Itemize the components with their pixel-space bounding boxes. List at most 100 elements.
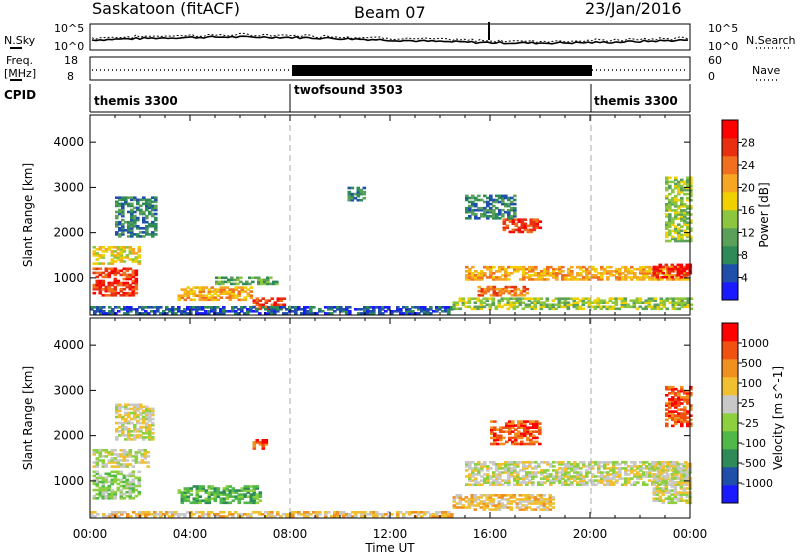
- power-data-cell: [526, 228, 531, 232]
- velocity-data-cell: [121, 415, 125, 419]
- power-data-cell: [90, 308, 94, 311]
- velocity-colorbar-label: Velocity [m s^-1]: [771, 366, 785, 470]
- power-data-cell: [92, 271, 97, 275]
- power-data-cell: [552, 272, 556, 275]
- power-data-cell: [156, 310, 160, 313]
- power-data-cell: [134, 271, 139, 275]
- power-data-cell: [264, 301, 269, 304]
- velocity-data-cell: [517, 434, 521, 438]
- power-data-cell: [369, 306, 373, 309]
- power-data-cell: [258, 312, 262, 315]
- velocity-data-cell: [139, 413, 143, 417]
- velocity-data-cell: [665, 402, 669, 405]
- velocity-data-cell: [113, 461, 118, 464]
- velocity-data-cell: [186, 499, 191, 502]
- power-data-cell: [498, 265, 502, 269]
- power-data-cell: [257, 280, 261, 284]
- power-data-cell: [671, 301, 676, 304]
- power-data-cell: [597, 276, 601, 279]
- power-data-cell: [489, 265, 493, 269]
- power-data-cell: [294, 308, 298, 311]
- power-data-cell: [597, 278, 601, 281]
- power-data-cell: [674, 186, 678, 190]
- velocity-data-cell: [665, 414, 669, 417]
- velocity-data-cell: [110, 482, 115, 486]
- velocity-data-cell: [534, 467, 538, 470]
- velocity-data-cell: [249, 493, 254, 496]
- power-data-cell: [639, 270, 643, 273]
- velocity-data-cell: [512, 496, 517, 499]
- velocity-data-cell: [523, 432, 527, 436]
- power-data-cell: [145, 198, 149, 202]
- power-data-cell: [98, 289, 103, 293]
- power-data-cell: [581, 299, 586, 302]
- velocity-data-cell: [682, 487, 687, 490]
- velocity-data-cell: [603, 463, 607, 466]
- velocity-data-cell: [624, 469, 628, 472]
- velocity-data-cell: [685, 491, 690, 494]
- power-data-cell: [98, 248, 103, 251]
- power-data-cell: [585, 272, 589, 275]
- power-data-cell: [582, 278, 586, 281]
- power-data-cell: [689, 227, 693, 230]
- power-data-cell: [468, 267, 472, 271]
- velocity-data-cell: [153, 513, 157, 516]
- velocity-data-cell: [683, 410, 687, 413]
- velocity-data-cell: [680, 389, 684, 393]
- power-data-cell: [204, 312, 208, 315]
- power-data-cell: [560, 301, 565, 304]
- power-data-cell: [234, 306, 238, 309]
- power-data-cell: [154, 218, 158, 222]
- power-data-cell: [213, 308, 217, 311]
- velocity-data-cell: [526, 436, 530, 440]
- power-data-cell: [249, 294, 254, 297]
- velocity-data-cell: [177, 491, 182, 494]
- power-data-cell: [276, 303, 281, 307]
- power-data-cell: [581, 303, 586, 307]
- power-data-cell: [575, 303, 580, 307]
- velocity-data-cell: [483, 463, 487, 466]
- velocity-data-cell: [249, 497, 254, 500]
- power-data-cell: [372, 308, 376, 311]
- power-data-cell: [177, 296, 182, 299]
- velocity-data-cell: [679, 468, 684, 472]
- velocity-data-cell: [652, 497, 657, 500]
- power-data-cell: [686, 233, 690, 237]
- velocity-data-cell: [125, 494, 130, 498]
- velocity-data-cell: [531, 471, 535, 474]
- velocity-data-cell: [119, 453, 124, 456]
- power-data-cell: [632, 303, 637, 307]
- power-data-cell: [677, 190, 681, 194]
- power-data-cell: [489, 272, 493, 275]
- freq-unit-label: [MHz]: [4, 67, 36, 80]
- velocity-data-cell: [585, 481, 589, 484]
- power-data-cell: [658, 269, 663, 273]
- power-data-cell: [581, 301, 586, 304]
- velocity-data-cell: [119, 484, 124, 488]
- power-data-cell: [512, 297, 517, 300]
- power-data-cell: [252, 310, 256, 313]
- velocity-data-cell: [576, 473, 580, 476]
- velocity-data-cell: [652, 462, 657, 466]
- velocity-data-cell: [652, 479, 657, 482]
- velocity-data-cell: [591, 465, 595, 468]
- velocity-data-layer: [90, 385, 693, 518]
- power-data-cell: [207, 306, 211, 309]
- velocity-data-cell: [612, 465, 616, 468]
- velocity-data-cell: [507, 471, 511, 474]
- velocity-data-cell: [534, 465, 538, 468]
- velocity-data-cell: [246, 489, 251, 492]
- power-data-cell: [219, 292, 224, 295]
- velocity-data-cell: [658, 495, 663, 498]
- power-data-cell: [222, 310, 226, 313]
- power-data-cell: [680, 209, 684, 212]
- velocity-colorbar-swatch: [722, 413, 738, 432]
- velocity-data-cell: [520, 424, 524, 427]
- velocity-data-cell: [210, 491, 215, 494]
- power-data-cell: [543, 270, 547, 273]
- velocity-data-cell: [119, 449, 124, 452]
- velocity-data-cell: [468, 477, 472, 480]
- velocity-data-cell: [540, 477, 544, 480]
- power-data-cell: [121, 227, 125, 230]
- velocity-data-cell: [122, 457, 127, 460]
